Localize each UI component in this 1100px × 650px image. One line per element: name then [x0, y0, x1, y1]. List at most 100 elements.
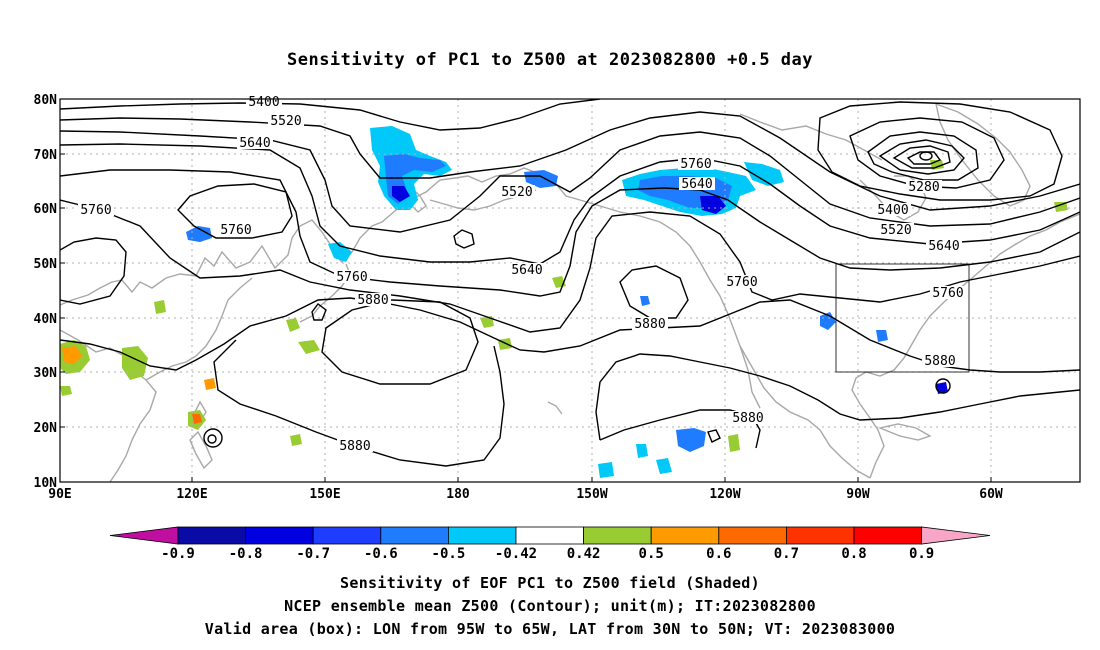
shade-negative: [636, 444, 648, 458]
coastline-alaska: [509, 167, 871, 479]
contour-label-bg: [922, 354, 958, 367]
shade-positive: [60, 386, 72, 396]
contour-label-bg: [632, 317, 668, 330]
latitude-label: 50N: [34, 257, 58, 272]
contour-label-bg: [730, 411, 766, 424]
contour-line: [619, 265, 689, 319]
coastline-cuba: [877, 423, 932, 441]
longitude-label: 180: [446, 487, 470, 502]
contour-label: 5640: [511, 263, 542, 278]
colorbar-swatch: [245, 526, 314, 545]
shade-positive: [728, 434, 740, 452]
shade-positive: [1054, 202, 1068, 212]
contour-label: 5760: [726, 275, 757, 290]
longitude-label: 120W: [709, 487, 740, 502]
colorbar-swatch: [515, 526, 584, 545]
contour-line: [906, 151, 942, 165]
latitude-labels: 80N 70N 60N 50N 40N 30N 20N 10N: [34, 93, 65, 491]
contour-label-bg: [930, 286, 966, 299]
longitude-label: 60W: [979, 487, 1003, 502]
colorbar-swatch: [786, 526, 855, 545]
contour-line: [60, 111, 1080, 211]
colorbar-extend-low: [109, 526, 179, 545]
contour-line: [849, 117, 1005, 189]
valid-area-box: [835, 263, 970, 373]
colorbar-tick-label: 0.7: [774, 546, 799, 562]
latitude-label: 60N: [34, 202, 58, 217]
contour-line: [203, 428, 223, 448]
caption-valid-area: Valid area (box): LON from 95W to 65W, L…: [204, 620, 896, 638]
coastline-hudson: [859, 175, 927, 221]
shade-positive: [192, 414, 202, 424]
contour-line: [213, 339, 505, 467]
contour-label: 5760: [680, 157, 711, 172]
contour-labels: 5400552056405760576055205640576056405760…: [78, 95, 966, 454]
longitude-label: 150E: [309, 487, 340, 502]
longitude-label: 90W: [846, 487, 870, 502]
shade-negative: [744, 162, 784, 186]
shade-negative: [392, 186, 410, 202]
coastline-canada-arctic: [739, 113, 883, 161]
shade-negative: [656, 458, 672, 474]
contour-line: [595, 353, 1080, 441]
colorbar-tick-label: -0.42: [495, 546, 537, 562]
map-frame: [59, 98, 1081, 483]
contour-label-bg: [678, 157, 714, 170]
contour-line: [707, 429, 721, 443]
contour-label: 5760: [220, 223, 251, 238]
colorbar-tick-label: -0.6: [364, 546, 398, 562]
contour-label: 5880: [634, 317, 665, 332]
contour-line: [60, 99, 601, 131]
contour-label: 5880: [924, 354, 955, 369]
colorbar-swatch: [583, 526, 652, 545]
colorbar-swatch: [312, 526, 382, 545]
contour-line: [817, 101, 1063, 201]
colorbar-tick-label: 0.9: [909, 546, 934, 562]
coastline-gulf: [851, 213, 1080, 479]
shade-positive: [290, 434, 302, 446]
contour-label: 5760: [80, 203, 111, 218]
colorbar-tick-label: -0.8: [229, 546, 263, 562]
contour-label: 5520: [270, 114, 301, 129]
colorbar-tick-label: -0.9: [161, 546, 195, 562]
z500-contours: [60, 99, 1080, 467]
contour-label-bg: [724, 275, 760, 288]
shade-positive: [62, 346, 82, 364]
colorbar-tick-label: 0.42: [567, 546, 601, 562]
colorbar-swatch: [447, 526, 517, 545]
contour-label-bg: [679, 177, 715, 190]
caption-contour: NCEP ensemble mean Z500 (Contour); unit(…: [284, 597, 816, 615]
contour-label-bg: [334, 270, 370, 283]
coastline-indochina: [60, 329, 157, 482]
contour-label-bg: [926, 239, 962, 252]
shade-negative: [876, 330, 888, 342]
colorbar-tick-label: -0.5: [432, 546, 466, 562]
contour-line: [60, 199, 1080, 333]
colorbar-swatch: [718, 526, 787, 545]
contour-line: [321, 299, 479, 385]
contour-label-bg: [246, 95, 282, 108]
colorbar-tick-label: 0.6: [706, 546, 731, 562]
longitude-label: 150W: [576, 487, 607, 502]
coastline-baja: [739, 345, 761, 409]
contour-line: [177, 183, 293, 239]
map-title: Sensitivity of PC1 to Z500 at 2023082800…: [286, 50, 813, 70]
coastline-china-south: [145, 277, 253, 381]
contour-line: [867, 131, 979, 181]
contour-label: 5880: [357, 293, 388, 308]
colorbar-swatch: [177, 526, 246, 545]
contour-label: 5640: [239, 136, 270, 151]
coastlines: [60, 102, 1080, 482]
contour-label: 5760: [336, 270, 367, 285]
contour-label: 5280: [908, 180, 939, 195]
contour-label: 5880: [732, 411, 763, 426]
shade-negative: [598, 462, 614, 478]
latitude-label: 20N: [34, 421, 58, 436]
longitude-label: 120E: [176, 487, 207, 502]
shade-positive: [298, 340, 320, 354]
colorbar-swatch: [853, 526, 922, 545]
longitude-label: 90E: [48, 487, 71, 502]
shade-negative: [700, 196, 726, 214]
caption-shading: Sensitivity of EOF PC1 to Z500 field (Sh…: [340, 574, 760, 592]
